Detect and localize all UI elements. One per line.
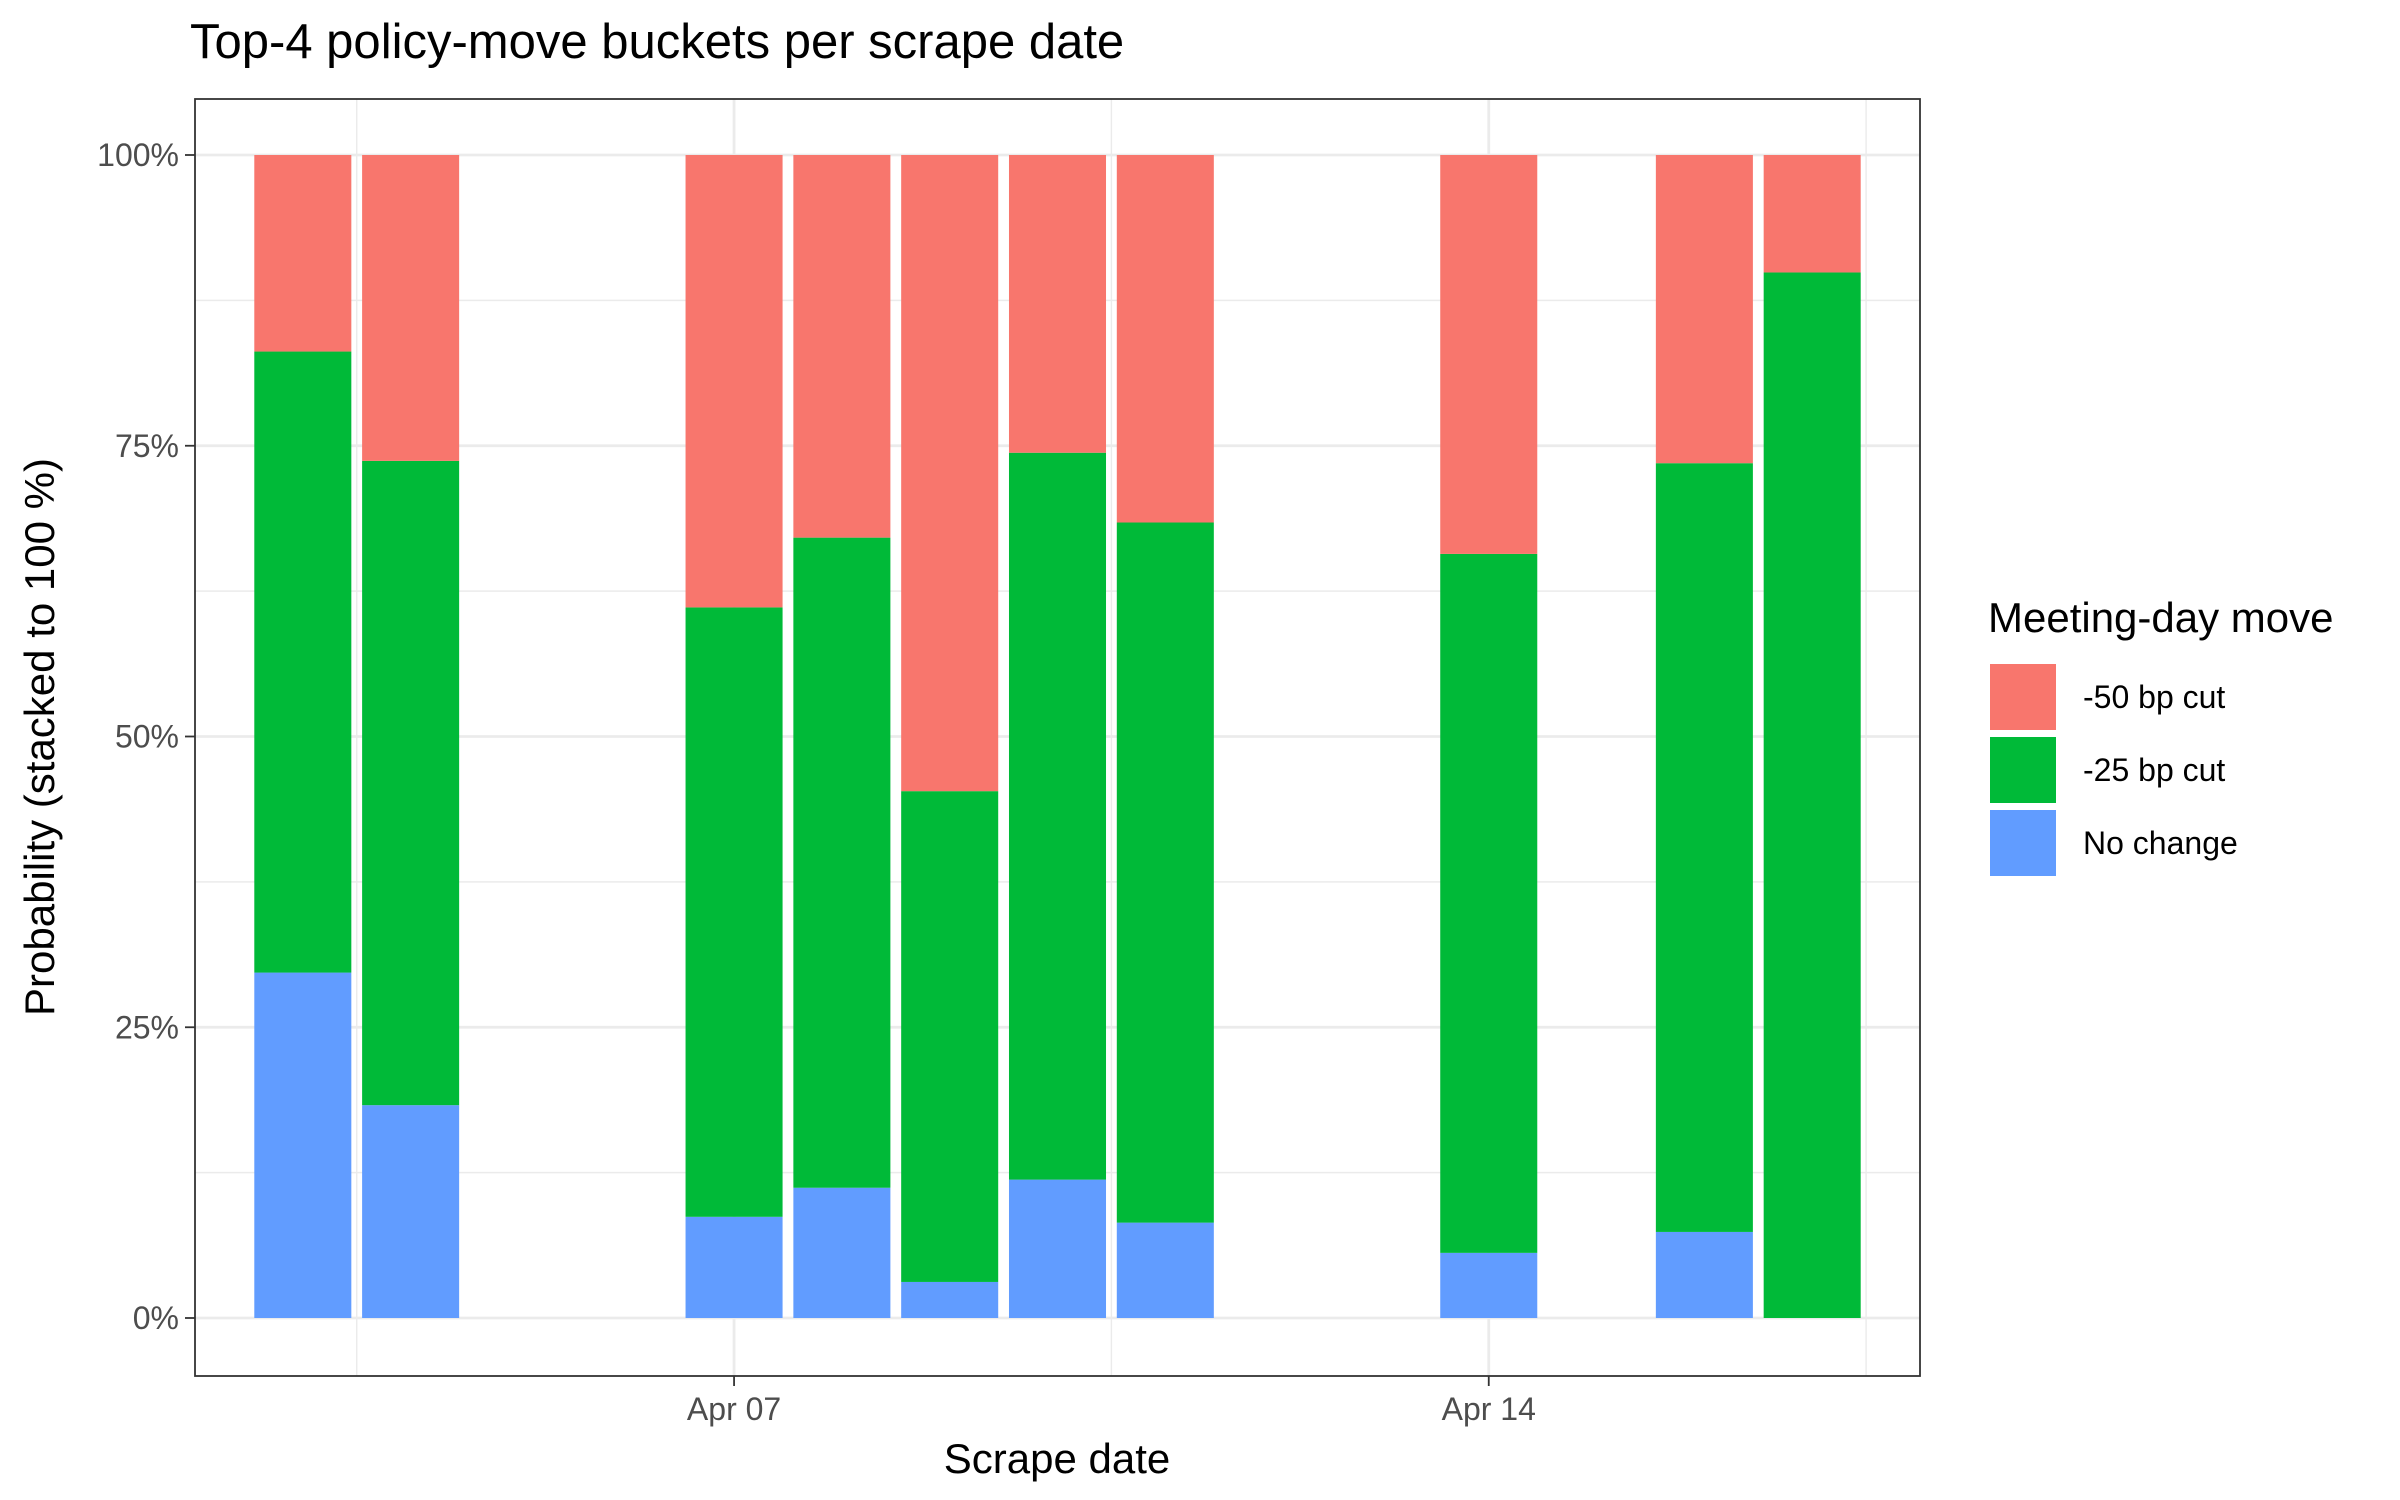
bar-segment-no-change — [1008, 1179, 1107, 1318]
bar-segment-25-bp-cut — [793, 537, 891, 1188]
y-tick-label: 0% — [133, 1300, 179, 1336]
bar-segment-50-bp-cut — [1116, 155, 1214, 523]
bar-segment-no-change — [1116, 1222, 1214, 1318]
plot-panel — [194, 98, 1921, 1377]
legend-label: -50 bp cut — [2083, 679, 2225, 715]
bar-segment-no-change — [1440, 1252, 1538, 1318]
bar-segment-25-bp-cut — [362, 460, 460, 1106]
y-tick-label: 25% — [115, 1009, 179, 1045]
bar-segment-25-bp-cut — [1655, 463, 1753, 1232]
bar-segment-25-bp-cut — [1763, 272, 1861, 1318]
bar-segment-50-bp-cut — [1008, 155, 1107, 453]
bar-segment-25-bp-cut — [254, 351, 352, 973]
legend-label: No change — [2083, 825, 2238, 861]
y-axis-title: Probability (stacked to 100 %) — [16, 458, 63, 1016]
x-axis-title: Scrape date — [944, 1435, 1171, 1482]
legend-key — [1990, 737, 2056, 803]
bar-segment-25-bp-cut — [1008, 452, 1107, 1180]
panel-border — [194, 98, 1921, 1377]
bar-segment-no-change — [901, 1281, 999, 1318]
axes: Apr 07 Apr 14 0% 25% 50% 75% 100% — [97, 137, 1536, 1427]
bar-segment-no-change — [793, 1187, 891, 1318]
bar-segment-25-bp-cut — [1116, 522, 1214, 1223]
bar-segment-no-change — [254, 972, 352, 1318]
bar-segment-50-bp-cut — [685, 155, 783, 608]
bar-segment-25-bp-cut — [685, 607, 783, 1217]
y-tick-label: 75% — [115, 428, 179, 464]
bar-segment-50-bp-cut — [793, 155, 891, 538]
legend-items: -50 bp cut -25 bp cut No change — [1990, 664, 2238, 876]
bar-segment-50-bp-cut — [362, 155, 460, 461]
bar-segment-50-bp-cut — [254, 155, 352, 352]
bar-segment-no-change — [362, 1105, 460, 1318]
legend-label: -25 bp cut — [2083, 752, 2225, 788]
bar-segment-50-bp-cut — [1763, 155, 1861, 273]
legend-key — [1990, 664, 2056, 730]
bar-segment-50-bp-cut — [1655, 155, 1753, 464]
bar-segment-50-bp-cut — [1440, 155, 1538, 554]
chart-title: Top-4 policy-move buckets per scrape dat… — [190, 15, 1124, 69]
bar-segment-50-bp-cut — [901, 155, 999, 792]
x-tick-label: Apr 14 — [1442, 1391, 1536, 1427]
y-tick-label: 100% — [97, 137, 179, 173]
x-tick-label: Apr 07 — [687, 1391, 781, 1427]
bar-segment-25-bp-cut — [1440, 553, 1538, 1253]
bar-segment-no-change — [685, 1216, 783, 1318]
legend-key — [1990, 810, 2056, 876]
y-tick-label: 50% — [115, 719, 179, 755]
bar-segment-no-change — [1655, 1231, 1753, 1318]
bar-segment-25-bp-cut — [901, 791, 999, 1282]
bars — [254, 155, 1861, 1318]
legend-title: Meeting-day move — [1988, 594, 2334, 641]
legend: Meeting-day move -50 bp cut -25 bp cut No … — [1988, 594, 2334, 876]
